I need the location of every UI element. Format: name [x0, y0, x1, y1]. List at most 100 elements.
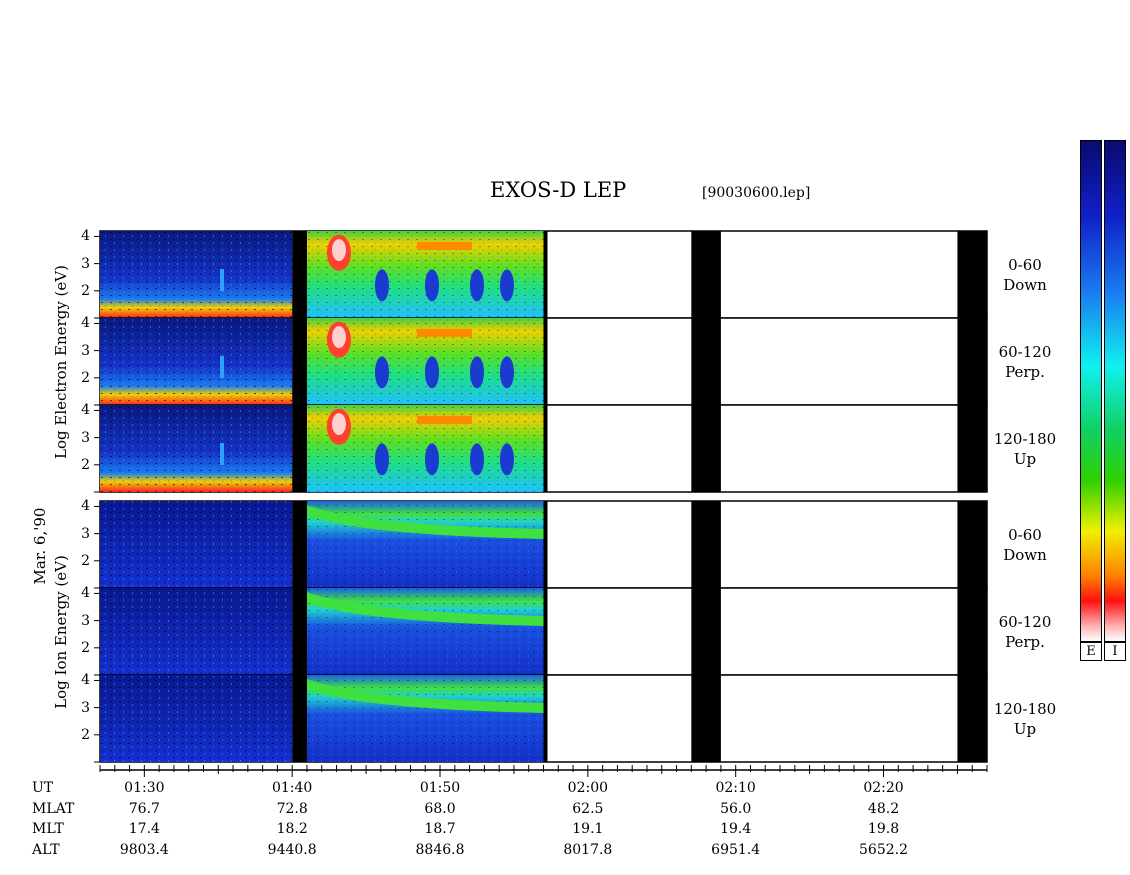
- y-tick-label: 2: [81, 282, 90, 299]
- ion-band: [306, 679, 544, 713]
- pitch-range: 60-120: [998, 612, 1052, 631]
- ion-colorbar: [1104, 140, 1126, 642]
- data-end-marker: [543, 405, 548, 492]
- pitch-label: 120-180 Up: [980, 429, 1070, 469]
- data-gap: [292, 675, 307, 762]
- panel-noise: [100, 405, 293, 492]
- panel-noise: [100, 318, 293, 405]
- pitch-range: 120-180: [993, 699, 1057, 718]
- electron-burst-core: [331, 239, 346, 262]
- pitch-direction: Down: [1003, 275, 1047, 294]
- ephem-mlat-value: 62.5: [572, 801, 604, 817]
- electron-spike: [220, 356, 224, 379]
- panel-noise: [100, 231, 293, 318]
- electron-band: [416, 328, 472, 337]
- y-tick-label: 4: [81, 402, 90, 419]
- pitch-label: 0-60 Down: [980, 255, 1070, 295]
- ephem-alt-value: 9440.8: [267, 842, 317, 858]
- pitch-range: 60-120: [998, 342, 1052, 361]
- ephem-ut-value: 02:20: [863, 780, 904, 796]
- electron-dropout: [374, 443, 389, 476]
- chart-title: EXOS-D LEP: [490, 178, 627, 202]
- pitch-range: 0-60: [1008, 525, 1042, 544]
- ephem-mlat-value: 56.0: [720, 801, 752, 817]
- y-tick-label: 3: [81, 612, 90, 629]
- electron-dropout: [424, 443, 439, 476]
- y-tick-label: 4: [81, 315, 90, 332]
- ephem-mlat-value: 76.7: [128, 801, 160, 817]
- ion-band: [306, 592, 544, 626]
- data-gap: [691, 318, 721, 405]
- electron-colorbar-tag: E: [1080, 642, 1102, 661]
- data-end-marker: [543, 231, 548, 318]
- electron-spike: [220, 443, 224, 466]
- electron-colorbar: [1080, 140, 1102, 642]
- ephem-alt-value: 5652.2: [859, 842, 909, 858]
- pitch-direction: Perp.: [1005, 632, 1045, 651]
- ephem-ut-value: 01:30: [124, 780, 165, 796]
- electron-dropout: [424, 269, 439, 302]
- data-gap: [292, 588, 307, 675]
- electron-band: [416, 415, 472, 424]
- ephem-mlat-value: 72.8: [276, 801, 308, 817]
- panel-noise: [100, 501, 293, 588]
- ephem-label-mlat: MLAT: [32, 801, 75, 817]
- electron-dropout: [424, 356, 439, 389]
- pitch-direction: Up: [1013, 449, 1037, 468]
- y-tick-label: 4: [81, 672, 90, 689]
- data-gap: [691, 675, 721, 762]
- y-tick-label: 2: [81, 726, 90, 743]
- panel-noise: [306, 588, 544, 675]
- ion-colorbar-tag: I: [1104, 642, 1126, 661]
- ephem-mlt-value: 19.1: [572, 821, 604, 837]
- pitch-label: 0-60 Down: [980, 525, 1070, 565]
- ephem-mlt-value: 18.7: [424, 821, 456, 837]
- ephem-label-alt: ALT: [32, 842, 60, 858]
- electron-dropout: [469, 269, 484, 302]
- ephem-mlt-value: 19.8: [867, 821, 900, 837]
- data-gap: [957, 501, 987, 588]
- ephem-label-mlt: MLT: [32, 821, 64, 837]
- panel-noise: [100, 675, 293, 762]
- data-gap: [292, 501, 307, 588]
- pitch-label: 60-120 Perp.: [980, 612, 1070, 652]
- y-tick-label: 3: [81, 699, 90, 716]
- electron-dropout: [469, 356, 484, 389]
- data-gap: [691, 405, 721, 492]
- data-end-marker: [543, 318, 548, 405]
- y-tick-label: 2: [81, 369, 90, 386]
- ephem-alt-value: 8017.8: [563, 842, 613, 858]
- panel-noise: [100, 588, 293, 675]
- electron-spike: [220, 269, 224, 292]
- data-gap: [691, 501, 721, 588]
- data-gap: [691, 588, 721, 675]
- ephem-mlt-value: 18.2: [276, 821, 308, 837]
- y-tick-label: 2: [81, 639, 90, 656]
- y-tick-label: 2: [81, 456, 90, 473]
- electron-burst-core: [331, 326, 346, 349]
- ephem-alt-value: 6951.4: [711, 842, 761, 858]
- pitch-direction: Down: [1003, 545, 1047, 564]
- ephem-mlat-value: 68.0: [424, 801, 456, 817]
- ephem-mlat-value: 48.2: [867, 801, 900, 817]
- y-tick-label: 4: [81, 585, 90, 602]
- y-tick-label: 3: [81, 255, 90, 272]
- pitch-range: 0-60: [1008, 255, 1042, 274]
- y-tick-label: 4: [81, 498, 90, 515]
- pitch-label: 60-120 Perp.: [980, 342, 1070, 382]
- data-gap: [957, 405, 987, 492]
- y-tick-label: 3: [81, 429, 90, 446]
- ion-band: [306, 505, 544, 539]
- data-end-marker: [543, 675, 548, 762]
- y-tick-label: 4: [81, 228, 90, 245]
- ephem-ut-value: 01:50: [419, 780, 461, 796]
- data-gap: [292, 231, 307, 318]
- electron-dropout: [499, 443, 514, 476]
- ephem-alt-value: 8846.8: [415, 842, 465, 858]
- y-tick-label: 2: [81, 552, 90, 569]
- data-end-marker: [543, 501, 548, 588]
- ephem-ut-value: 02:10: [715, 780, 756, 796]
- data-gap: [292, 318, 307, 405]
- electron-band: [416, 241, 472, 250]
